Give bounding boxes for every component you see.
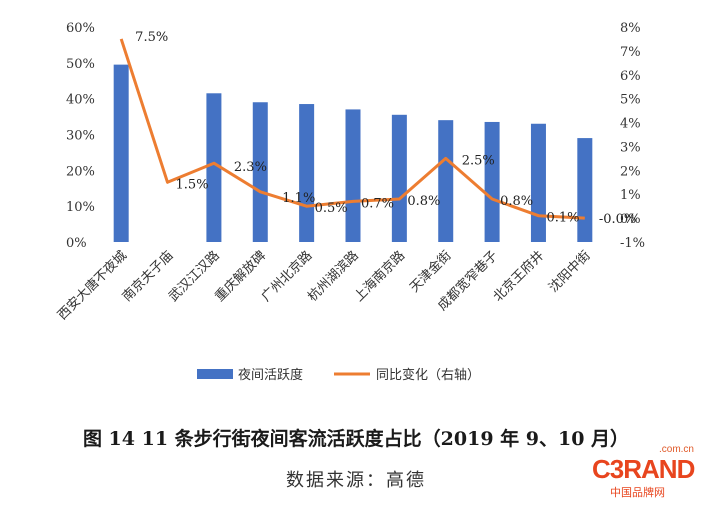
right-tick-label: 0%	[620, 212, 641, 227]
logo-brand-cn: 中国品牌网	[610, 486, 665, 499]
bar	[113, 64, 129, 242]
bar	[299, 104, 315, 243]
bar	[391, 114, 407, 242]
legend-bar-label: 夜间活跃度	[238, 367, 303, 383]
right-tick-label: 8%	[620, 21, 641, 36]
right-tick-label: 7%	[620, 45, 641, 60]
category-label: 西安大唐不夜城	[54, 248, 130, 324]
figure-caption: 图 14 11 条步行街夜间客流活跃度占比（2019 年 9、10 月）	[82, 428, 630, 450]
left-tick-label: 10%	[66, 200, 95, 215]
left-tick-label: 50%	[66, 57, 95, 72]
right-axis-ticks: -1% 0% 1% 2% 3% 4% 5% 6% 7% 8%	[620, 21, 645, 251]
line-data-label: 0.5%	[315, 201, 348, 216]
category-label: 上海南京路	[351, 248, 408, 305]
legend-bar-swatch	[197, 369, 233, 379]
line-data-label: 1.5%	[176, 177, 209, 192]
combo-chart: 0% 10% 20% 30% 40% 50% 60% -1% 0% 1% 2% 3% 4% 5% 6% 7%…	[54, 21, 645, 383]
right-tick-label: 3%	[620, 140, 641, 155]
category-label: 天津金街	[406, 248, 454, 296]
line-data-label: 2.3%	[234, 160, 267, 175]
category-labels: 西安大唐不夜城南京夫子庙武汉江汉路重庆解放碑广州北京路杭州湖滨路上海南京路天津金…	[54, 248, 593, 324]
logo-domain: .com.cn	[658, 444, 694, 455]
category-label: 沈阳中街	[546, 248, 593, 295]
right-tick-label: 5%	[620, 93, 641, 108]
bar	[345, 109, 361, 243]
legend-line-label: 同比变化（右轴）	[376, 367, 480, 383]
logo-brand: C3RAND	[592, 454, 695, 484]
line-data-labels: 7.5% 1.5% 2.3% 1.1%0.5% 0.7% 0.8% 2.5% 0.8% 0.1%…	[135, 30, 636, 227]
bar-series	[113, 64, 593, 243]
category-label: 北京王府井	[491, 248, 548, 305]
left-tick-label: 20%	[66, 164, 95, 179]
bar	[438, 120, 454, 242]
right-tick-label: 6%	[620, 69, 641, 84]
left-tick-label: 0%	[66, 236, 87, 251]
line-data-label: 1.1%	[282, 191, 315, 206]
line-data-label: 7.5%	[135, 30, 168, 45]
right-tick-label: 2%	[620, 164, 641, 179]
bar	[577, 138, 593, 242]
line-data-label: -0.0%	[599, 212, 636, 227]
bar	[252, 102, 268, 242]
line-data-label: 2.5%	[462, 153, 495, 168]
line-data-label: 0.8%	[500, 194, 533, 209]
right-tick-label: 4%	[620, 117, 641, 132]
brand-logo: .com.cn C3RAND 中国品牌网	[592, 444, 702, 500]
right-tick-label: 1%	[620, 188, 641, 203]
line-data-label: 0.8%	[407, 194, 440, 209]
bar	[206, 93, 222, 243]
left-tick-label: 40%	[66, 93, 95, 108]
line-series	[119, 38, 585, 220]
legend: 夜间活跃度 同比变化（右轴）	[197, 367, 480, 383]
line-data-label: 0.1%	[546, 211, 579, 226]
left-axis-ticks: 0% 10% 20% 30% 40% 50% 60%	[66, 21, 95, 251]
line-data-label: 0.7%	[361, 196, 394, 211]
left-tick-label: 60%	[66, 21, 95, 36]
left-tick-label: 30%	[66, 129, 95, 144]
line-path	[119, 38, 585, 220]
data-source: 数据来源：高德	[286, 470, 426, 491]
bar	[530, 123, 546, 242]
right-tick-label: -1%	[620, 236, 645, 251]
bar	[484, 121, 500, 242]
